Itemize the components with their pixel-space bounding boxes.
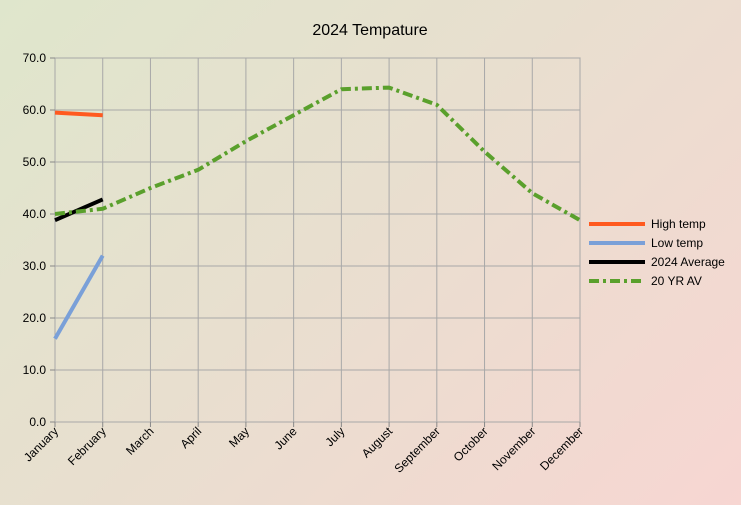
- series-layer: [53, 85, 581, 340]
- y-tick-label: 40.0: [23, 207, 47, 221]
- legend-label: High temp: [651, 217, 706, 231]
- plot-area: [54, 57, 581, 423]
- x-tick-label: February: [65, 424, 109, 468]
- series-line-low-temp: [53, 254, 105, 340]
- series-line-high-temp: [54, 110, 103, 118]
- series-line-20-yr-av: [54, 85, 581, 222]
- x-tick-label: June: [271, 424, 300, 453]
- x-tick-label: April: [177, 424, 204, 451]
- y-tick-label: 70.0: [23, 51, 47, 65]
- x-tick-label: May: [226, 424, 252, 450]
- y-axis: 0.0 10.0 20.0 30.0 40.0 50.0 60.0 70.0: [23, 51, 55, 429]
- y-tick-label: 30.0: [23, 259, 47, 273]
- x-tick-label: December: [537, 424, 586, 473]
- chart-title: 2024 Tempature: [312, 22, 427, 39]
- y-tick-label: 10.0: [23, 363, 47, 377]
- legend-label: 2024 Average: [651, 255, 725, 269]
- y-tick-label: 20.0: [23, 311, 47, 325]
- y-tick-label: 0.0: [29, 415, 46, 429]
- x-tick-label: August: [359, 424, 396, 461]
- x-tick-label: November: [489, 424, 538, 473]
- x-axis: January February March April May June July Augu…: [21, 422, 586, 476]
- x-tick-label: October: [451, 424, 491, 464]
- y-tick-label: 60.0: [23, 103, 47, 117]
- grid: [54, 57, 581, 423]
- legend: High temp Low temp 2024 Average 20 YR AV: [589, 217, 725, 288]
- x-tick-label: July: [322, 424, 347, 449]
- y-tick-label: 50.0: [23, 155, 47, 169]
- x-tick-label: March: [123, 424, 156, 457]
- x-tick-label: January: [21, 424, 61, 464]
- legend-label: 20 YR AV: [651, 274, 702, 288]
- legend-label: Low temp: [651, 236, 703, 250]
- x-tick-label: September: [392, 424, 443, 475]
